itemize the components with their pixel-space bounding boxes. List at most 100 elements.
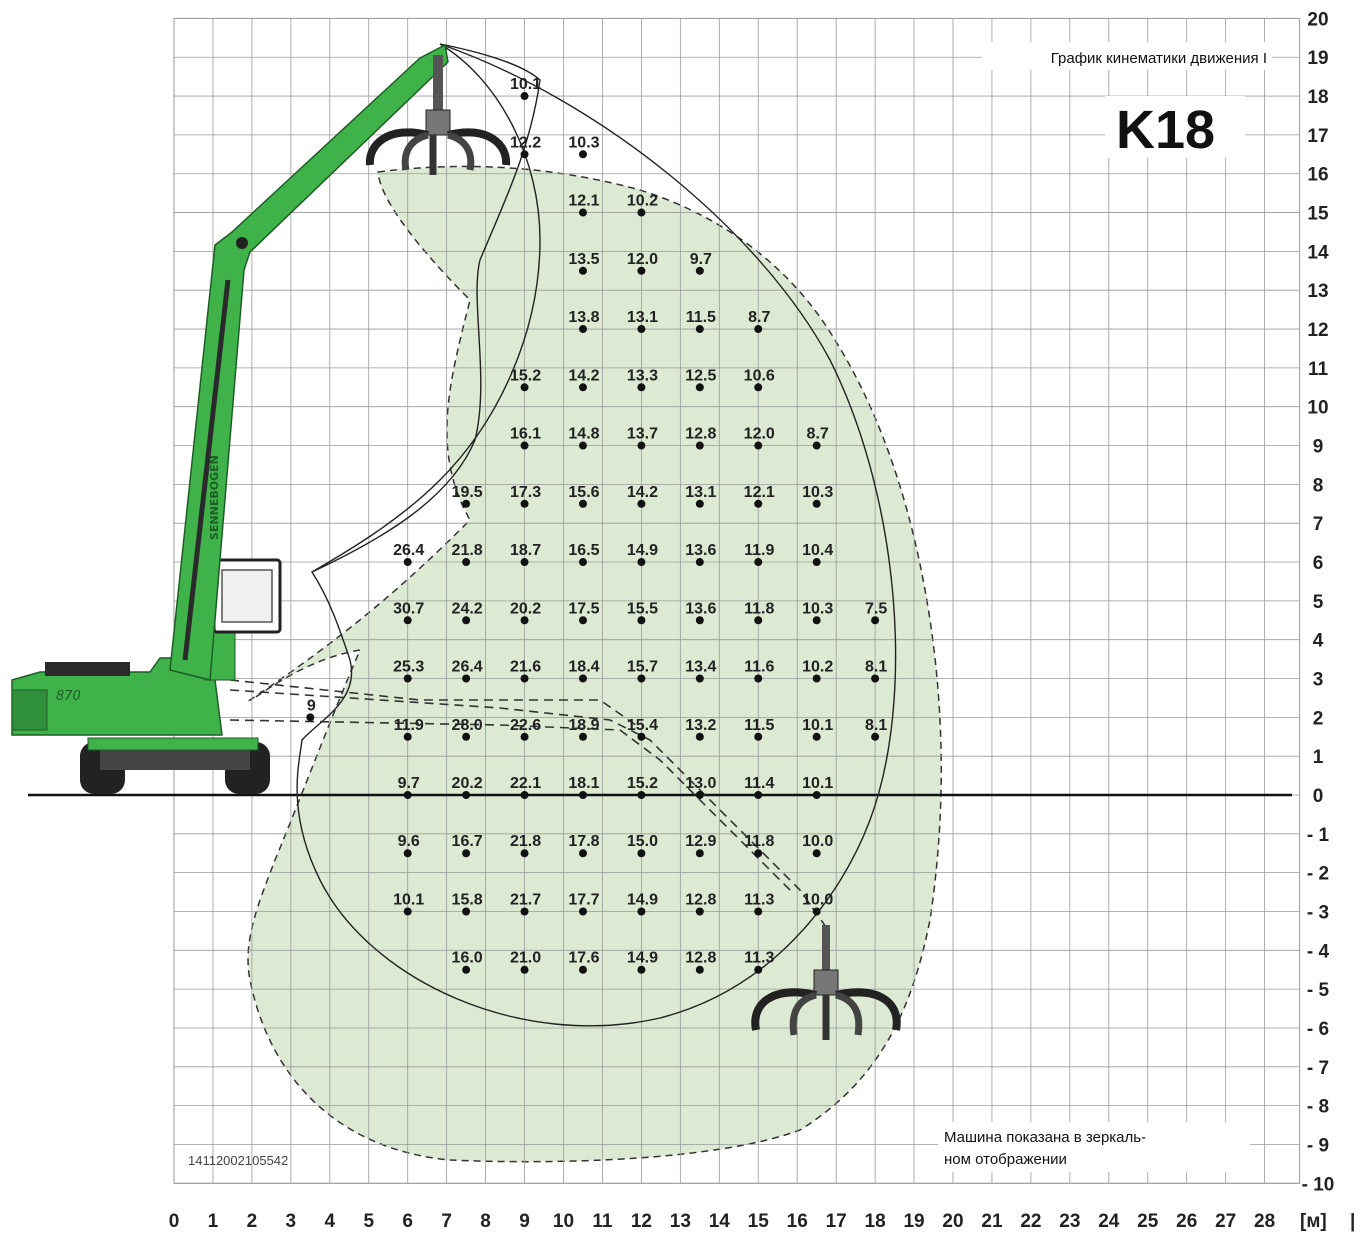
capacity-dot [695, 732, 704, 741]
capacity-dot [812, 732, 821, 741]
x-tick-label: 24 [1098, 1211, 1120, 1232]
capacity-dot [403, 791, 412, 799]
capacity-point: 17.7 [568, 891, 600, 916]
capacity-point: 16.0 [452, 950, 483, 974]
capacity-label: 13.6 [685, 600, 716, 617]
capacity-label: 22.1 [510, 775, 541, 792]
capacity-dot [695, 325, 704, 334]
capacity-dot [520, 150, 529, 159]
capacity-label: 20.2 [452, 775, 483, 792]
y-tick-label: 18 [1307, 87, 1328, 108]
capacity-point: 21.8 [452, 542, 483, 567]
capacity-point: 10.4 [802, 542, 833, 567]
y-tick-label: 5 [1313, 592, 1324, 613]
capacity-point: 14.2 [568, 367, 600, 392]
chassis-plate [87, 737, 259, 751]
capacity-point: 13.0 [685, 775, 716, 799]
x-tick-label: 21 [981, 1211, 1003, 1232]
capacity-point: 10.1 [510, 76, 541, 101]
y-tick-label: 14 [1307, 242, 1329, 263]
x-tick-label: 6 [402, 1211, 413, 1232]
capacity-point: 8.7 [807, 426, 829, 450]
y-tick-label: - 9 [1307, 1135, 1329, 1156]
capacity-label: 12.1 [568, 193, 599, 210]
capacity-dot [578, 441, 587, 450]
capacity-label: 21.6 [510, 659, 541, 676]
unit-label: [м] [1300, 1211, 1327, 1232]
capacity-label: 12.9 [685, 833, 716, 850]
capacity-dot [520, 383, 529, 392]
capacity-point: 10.3 [802, 600, 833, 625]
capacity-dot [754, 616, 763, 625]
capacity-dot [695, 791, 704, 799]
capacity-dot [578, 208, 587, 217]
capacity-point: 13.4 [685, 659, 716, 683]
capacity-label: 16.0 [452, 950, 483, 967]
capacity-dot [403, 674, 412, 683]
capacity-label: 26.4 [452, 659, 483, 676]
capacity-label: 15.2 [510, 367, 541, 384]
capacity-point: 11.8 [744, 833, 774, 858]
x-tick-label: 18 [865, 1211, 886, 1232]
capacity-point: 17.6 [568, 950, 600, 974]
capacity-point: 11.9 [744, 542, 774, 567]
capacity-dot [637, 558, 646, 567]
capacity-point: 13.8 [568, 309, 600, 334]
capacity-point: 14.9 [627, 891, 658, 916]
capacity-dot [462, 616, 471, 625]
x-tick-label: 0 [169, 1211, 180, 1232]
y-tick-label: 12 [1307, 320, 1328, 341]
x-tick-label: 8 [480, 1211, 491, 1232]
capacity-label: 30.7 [393, 600, 424, 617]
capacity-label: 24.2 [452, 600, 483, 617]
capacity-label: 8.7 [807, 426, 829, 443]
capacity-point: 9.7 [690, 251, 712, 275]
capacity-point: 12.8 [685, 891, 716, 916]
x-tick-label: 13 [670, 1211, 691, 1232]
capacity-dot [637, 732, 646, 741]
capacity-dot [578, 849, 587, 858]
document-id: 14112002105542 [188, 1153, 288, 1168]
capacity-dot [871, 732, 880, 741]
y-tick-label: - 5 [1307, 980, 1330, 1001]
capacity-label: 26.4 [393, 542, 424, 559]
capacity-point: 17.5 [568, 600, 600, 625]
capacity-label: 17.8 [568, 833, 599, 850]
unit-marker: | [1350, 1211, 1355, 1232]
cabin-window [221, 569, 273, 623]
capacity-label: 8.7 [748, 309, 770, 326]
capacity-point: 22.1 [510, 775, 541, 799]
boom [169, 43, 449, 681]
capacity-dot [754, 791, 763, 799]
y-tick-label: - 4 [1307, 941, 1330, 962]
capacity-label: 13.7 [627, 426, 658, 443]
y-tick-label: 4 [1313, 631, 1324, 652]
capacity-dot [695, 907, 704, 916]
capacity-label: 25.3 [393, 659, 424, 676]
capacity-dot [637, 383, 646, 392]
capacity-point: 11.5 [744, 717, 774, 741]
capacity-dot [871, 674, 880, 683]
engine-hood [45, 662, 130, 676]
capacity-label: 11.8 [744, 600, 774, 617]
capacity-point: 18.4 [568, 659, 600, 683]
x-tick-label: 14 [709, 1211, 731, 1232]
y-tick-label: 1 [1313, 747, 1324, 768]
capacity-dot [578, 674, 587, 683]
y-tick-label: 10 [1307, 398, 1328, 419]
capacity-dot [520, 965, 529, 974]
capacity-label: 10.2 [627, 193, 658, 210]
capacity-label: 14.9 [627, 891, 658, 908]
capacity-label: 12.0 [744, 426, 775, 443]
boom-cylinder [182, 279, 231, 661]
capacity-label: 16.5 [568, 542, 599, 559]
x-tick-label: 28 [1254, 1211, 1275, 1232]
capacity-label: 15.6 [568, 484, 599, 501]
reach-envelope-inner [311, 43, 541, 573]
capacity-label: 9.6 [398, 833, 420, 850]
capacity-label: 18.1 [568, 775, 599, 792]
capacity-dot [462, 965, 471, 974]
capacity-point: 11.3 [744, 891, 774, 916]
capacity-point: 15.2 [627, 775, 658, 799]
capacity-label: 11.5 [744, 717, 774, 734]
